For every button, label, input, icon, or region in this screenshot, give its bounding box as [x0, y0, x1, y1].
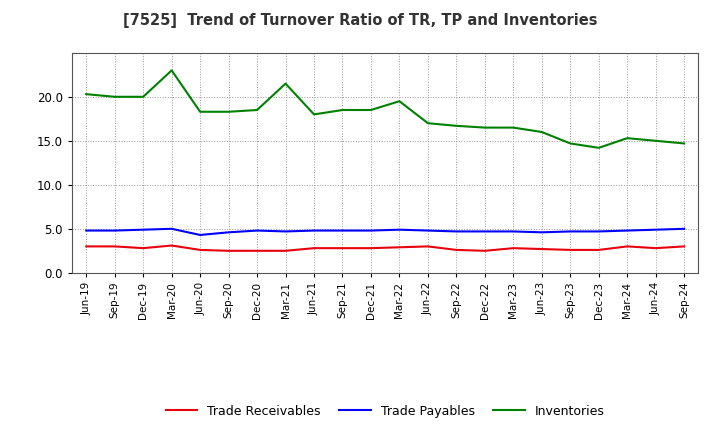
- Line: Inventories: Inventories: [86, 70, 684, 148]
- Trade Receivables: [310, 246, 318, 251]
- Trade Payables: [196, 232, 204, 238]
- Inventories: [395, 99, 404, 104]
- Inventories: [225, 109, 233, 114]
- Inventories: [480, 125, 489, 130]
- Trade Payables: [366, 228, 375, 233]
- Trade Receivables: [652, 246, 660, 251]
- Inventories: [82, 92, 91, 97]
- Text: [7525]  Trend of Turnover Ratio of TR, TP and Inventories: [7525] Trend of Turnover Ratio of TR, TP…: [122, 13, 598, 28]
- Trade Receivables: [680, 244, 688, 249]
- Trade Receivables: [509, 246, 518, 251]
- Inventories: [423, 121, 432, 126]
- Inventories: [196, 109, 204, 114]
- Trade Payables: [338, 228, 347, 233]
- Trade Payables: [310, 228, 318, 233]
- Trade Payables: [509, 229, 518, 234]
- Trade Payables: [537, 230, 546, 235]
- Trade Receivables: [110, 244, 119, 249]
- Inventories: [652, 138, 660, 143]
- Inventories: [623, 136, 631, 141]
- Trade Payables: [395, 227, 404, 232]
- Inventories: [310, 112, 318, 117]
- Trade Receivables: [452, 247, 461, 253]
- Trade Receivables: [196, 247, 204, 253]
- Inventories: [253, 107, 261, 113]
- Inventories: [452, 123, 461, 128]
- Trade Receivables: [595, 247, 603, 253]
- Trade Receivables: [338, 246, 347, 251]
- Trade Payables: [253, 228, 261, 233]
- Trade Receivables: [82, 244, 91, 249]
- Trade Payables: [282, 229, 290, 234]
- Trade Receivables: [623, 244, 631, 249]
- Trade Receivables: [225, 248, 233, 253]
- Trade Payables: [623, 228, 631, 233]
- Trade Payables: [82, 228, 91, 233]
- Inventories: [509, 125, 518, 130]
- Trade Receivables: [253, 248, 261, 253]
- Trade Payables: [225, 230, 233, 235]
- Trade Payables: [480, 229, 489, 234]
- Inventories: [139, 94, 148, 99]
- Trade Receivables: [480, 248, 489, 253]
- Trade Receivables: [167, 243, 176, 248]
- Trade Receivables: [537, 246, 546, 252]
- Trade Payables: [139, 227, 148, 232]
- Inventories: [566, 141, 575, 146]
- Trade Receivables: [139, 246, 148, 251]
- Trade Payables: [167, 226, 176, 231]
- Inventories: [366, 107, 375, 113]
- Trade Payables: [680, 226, 688, 231]
- Line: Trade Payables: Trade Payables: [86, 229, 684, 235]
- Trade Payables: [595, 229, 603, 234]
- Inventories: [167, 68, 176, 73]
- Trade Payables: [110, 228, 119, 233]
- Trade Payables: [423, 228, 432, 233]
- Inventories: [680, 141, 688, 146]
- Inventories: [537, 129, 546, 135]
- Inventories: [110, 94, 119, 99]
- Trade Receivables: [566, 247, 575, 253]
- Trade Receivables: [282, 248, 290, 253]
- Legend: Trade Receivables, Trade Payables, Inventories: Trade Receivables, Trade Payables, Inven…: [161, 400, 610, 423]
- Inventories: [338, 107, 347, 113]
- Inventories: [595, 145, 603, 150]
- Trade Receivables: [395, 245, 404, 250]
- Line: Trade Receivables: Trade Receivables: [86, 246, 684, 251]
- Trade Payables: [452, 229, 461, 234]
- Inventories: [282, 81, 290, 86]
- Trade Payables: [652, 227, 660, 232]
- Trade Receivables: [423, 244, 432, 249]
- Trade Receivables: [366, 246, 375, 251]
- Trade Payables: [566, 229, 575, 234]
